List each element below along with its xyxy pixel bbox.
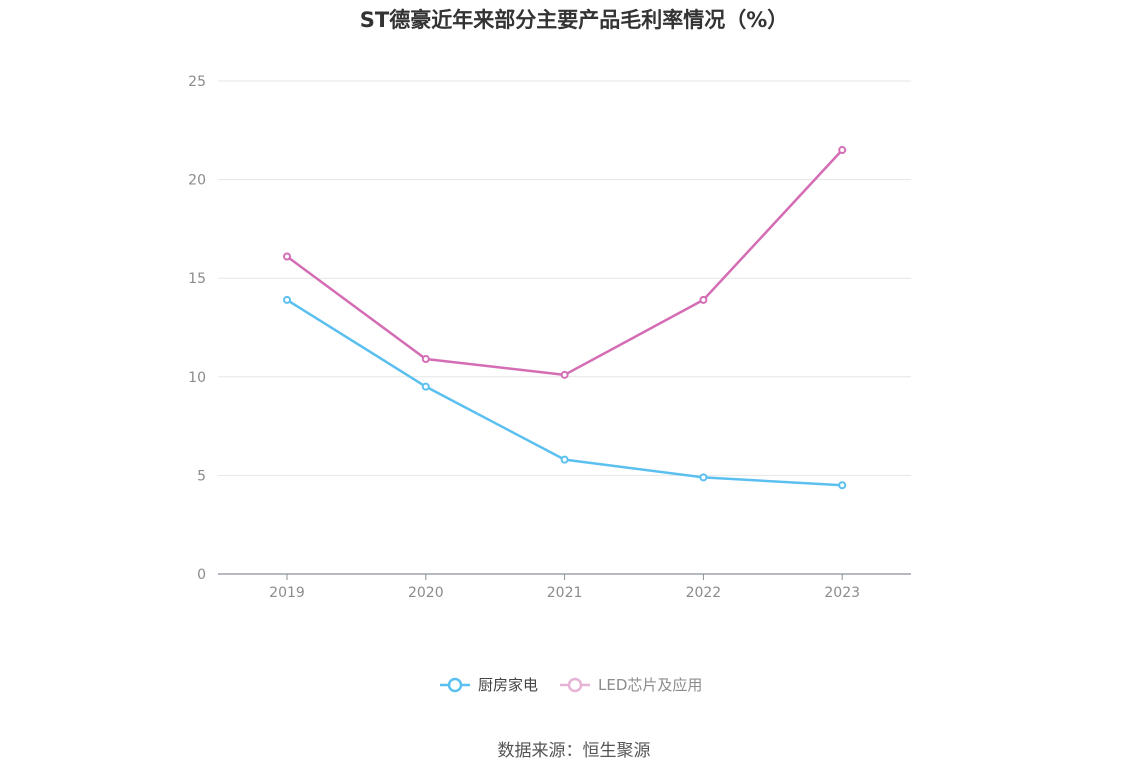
data-point bbox=[283, 252, 291, 261]
data-point bbox=[560, 370, 569, 379]
legend-label: 厨房家电 bbox=[478, 676, 538, 694]
x-tick-label: 2021 bbox=[547, 585, 583, 601]
legend-marker-icon bbox=[447, 677, 463, 693]
series-line-2 bbox=[286, 149, 844, 377]
y-tick-label: 0 bbox=[197, 567, 206, 583]
grid bbox=[218, 80, 911, 476]
y-tick-label: 25 bbox=[188, 74, 206, 90]
x-tick-label: 2020 bbox=[408, 585, 444, 601]
x-tick-label: 2023 bbox=[824, 585, 860, 601]
series bbox=[283, 146, 847, 490]
legend[interactable]: 厨房家电 LED芯片及应用 bbox=[440, 676, 702, 694]
legend-label: LED芯片及应用 bbox=[598, 676, 702, 694]
data-point bbox=[560, 455, 569, 464]
data-point bbox=[699, 295, 708, 304]
data-point bbox=[699, 473, 708, 482]
chart-title: ST德豪近年来部分主要产品毛利率情况（%） bbox=[359, 8, 789, 32]
axes: 0 5 10 15 20 25 2019 2020 2021 2022 2023 bbox=[188, 74, 911, 601]
legend-marker-icon bbox=[567, 677, 583, 693]
data-point bbox=[838, 146, 847, 155]
legend-item-1[interactable]: 厨房家电 bbox=[440, 676, 538, 694]
y-tick-label: 5 bbox=[197, 468, 206, 484]
x-tick-label: 2019 bbox=[269, 585, 305, 601]
y-tick-label: 10 bbox=[188, 370, 206, 386]
data-point bbox=[421, 355, 430, 364]
y-tick-label: 15 bbox=[188, 271, 206, 287]
data-point bbox=[283, 295, 291, 304]
x-tick-label: 2022 bbox=[686, 585, 722, 601]
data-point bbox=[421, 382, 430, 391]
data-point bbox=[838, 481, 847, 490]
data-source: 数据来源：恒生聚源 bbox=[497, 741, 651, 761]
legend-item-2[interactable]: LED芯片及应用 bbox=[560, 676, 702, 694]
y-tick-label: 20 bbox=[188, 173, 206, 189]
